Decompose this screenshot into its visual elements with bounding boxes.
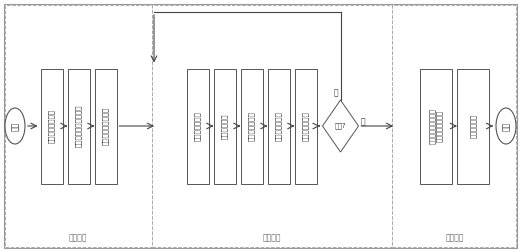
Text: 标定机械臂手眼矩阵: 标定机械臂手眼矩阵 — [102, 107, 109, 145]
FancyBboxPatch shape — [5, 5, 152, 247]
Text: 数据获取: 数据获取 — [263, 234, 281, 242]
FancyBboxPatch shape — [187, 69, 208, 183]
Text: 采集焊缝图像: 采集焊缝图像 — [221, 113, 228, 139]
Text: 数据处理: 数据处理 — [445, 234, 464, 242]
FancyBboxPatch shape — [267, 69, 290, 183]
FancyBboxPatch shape — [41, 69, 63, 183]
Polygon shape — [322, 100, 358, 152]
Text: 否: 否 — [334, 88, 339, 97]
FancyBboxPatch shape — [241, 69, 263, 183]
FancyBboxPatch shape — [457, 69, 489, 183]
Text: 调整机械臂位姿: 调整机械臂位姿 — [194, 111, 201, 141]
FancyBboxPatch shape — [94, 69, 117, 183]
Ellipse shape — [5, 108, 25, 144]
FancyBboxPatch shape — [214, 69, 235, 183]
Text: 结束: 结束 — [502, 121, 511, 131]
Text: 提取光条中心线: 提取光条中心线 — [275, 111, 282, 141]
FancyBboxPatch shape — [68, 69, 90, 183]
Ellipse shape — [496, 108, 516, 144]
Text: 是: 是 — [361, 117, 365, 127]
FancyBboxPatch shape — [392, 5, 516, 247]
Text: 标定阶段: 标定阶段 — [69, 234, 87, 242]
FancyBboxPatch shape — [420, 69, 452, 183]
Text: 求取焊缝中心点: 求取焊缝中心点 — [302, 111, 309, 141]
Text: 完成?: 完成? — [335, 123, 346, 129]
Text: 标定摄像机内参数: 标定摄像机内参数 — [48, 109, 55, 143]
Text: 重建三维焊缝: 重建三维焊缝 — [470, 114, 476, 138]
Text: 标定线结构光平面方程: 标定线结构光平面方程 — [75, 105, 82, 147]
Text: 预处理焊缝图像: 预处理焊缝图像 — [248, 111, 255, 141]
Text: 开始: 开始 — [10, 121, 19, 131]
FancyBboxPatch shape — [152, 5, 392, 247]
FancyBboxPatch shape — [294, 69, 316, 183]
Text: 变换所有的焊缝中心
点到统一的坐标系: 变换所有的焊缝中心 点到统一的坐标系 — [429, 108, 443, 144]
